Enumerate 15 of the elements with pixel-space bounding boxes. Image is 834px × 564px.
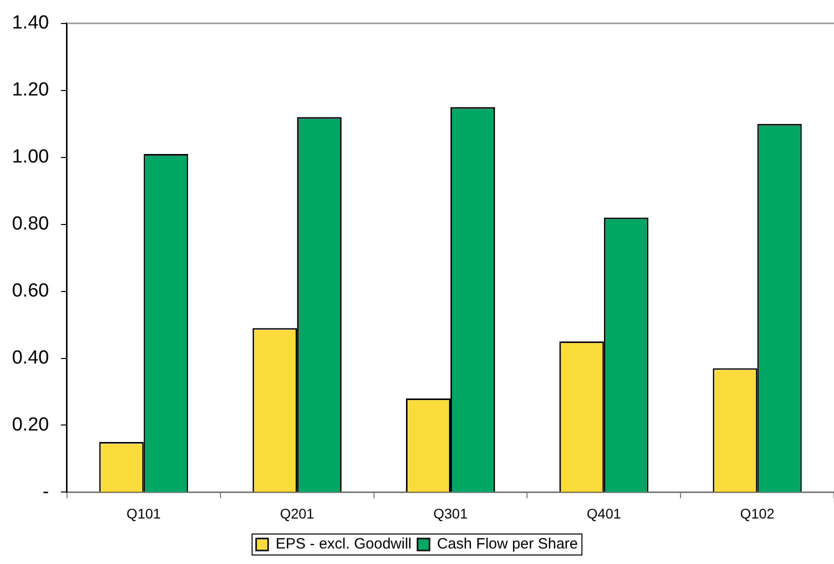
x-tick-label: Q201 bbox=[280, 505, 314, 522]
y-tick-label: 0.20 bbox=[12, 414, 49, 436]
x-tick-label: Q101 bbox=[126, 505, 162, 522]
y-tick-label: 1.40 bbox=[12, 12, 49, 34]
x-tick-label: Q102 bbox=[740, 505, 775, 522]
y-tick-label: 0.40 bbox=[12, 347, 49, 368]
y-tick-label: 0.80 bbox=[12, 214, 49, 235]
y-tick-label: 1.20 bbox=[12, 80, 49, 101]
legend-label: Cash Flow per Share bbox=[436, 536, 578, 553]
legend-label: EPS - excl. Goodwill bbox=[276, 536, 412, 553]
x-tick-label: Q401 bbox=[586, 505, 622, 522]
x-tick-label: Q301 bbox=[433, 505, 468, 522]
y-tick-label: 1.00 bbox=[12, 146, 49, 168]
y-tick-label: 0.60 bbox=[12, 280, 49, 302]
y-tick-label: - bbox=[42, 481, 49, 502]
